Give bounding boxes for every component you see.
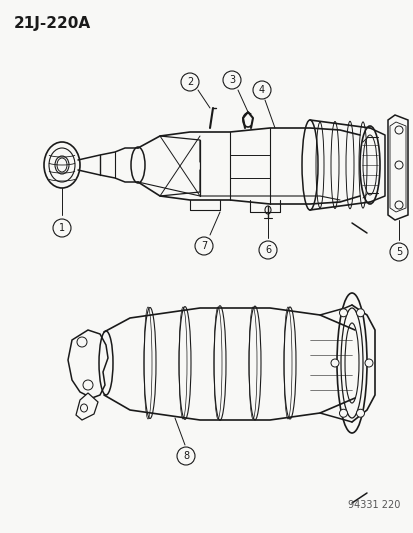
Circle shape bbox=[180, 73, 199, 91]
Circle shape bbox=[330, 359, 338, 367]
Text: 3: 3 bbox=[228, 75, 235, 85]
Text: 8: 8 bbox=[183, 451, 189, 461]
Polygon shape bbox=[389, 122, 405, 212]
Text: 4: 4 bbox=[258, 85, 264, 95]
Text: 6: 6 bbox=[264, 245, 271, 255]
Text: 1: 1 bbox=[59, 223, 65, 233]
Text: 2: 2 bbox=[186, 77, 192, 87]
Circle shape bbox=[389, 243, 407, 261]
Polygon shape bbox=[387, 115, 407, 220]
Text: 7: 7 bbox=[200, 241, 206, 251]
Text: 21J-220A: 21J-220A bbox=[14, 16, 91, 31]
Polygon shape bbox=[76, 393, 98, 420]
Circle shape bbox=[356, 409, 363, 417]
Circle shape bbox=[259, 241, 276, 259]
Circle shape bbox=[364, 359, 372, 367]
Circle shape bbox=[195, 237, 212, 255]
Circle shape bbox=[252, 81, 271, 99]
Polygon shape bbox=[68, 330, 108, 398]
Text: 5: 5 bbox=[395, 247, 401, 257]
Circle shape bbox=[356, 309, 363, 317]
Circle shape bbox=[339, 309, 347, 317]
Text: 94331 220: 94331 220 bbox=[347, 500, 399, 510]
Circle shape bbox=[223, 71, 240, 89]
Circle shape bbox=[177, 447, 195, 465]
Circle shape bbox=[53, 219, 71, 237]
Circle shape bbox=[339, 409, 347, 417]
